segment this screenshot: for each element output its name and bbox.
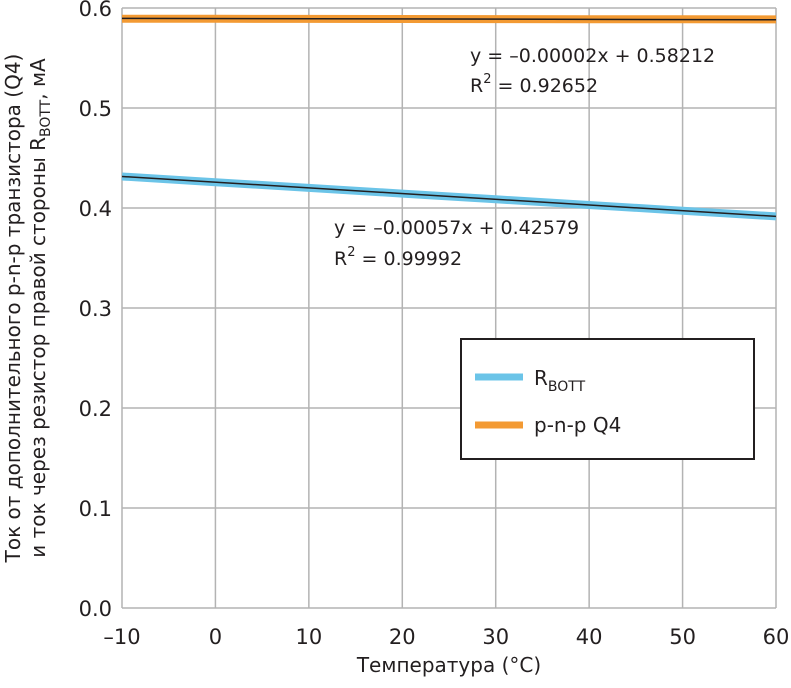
x-tick-label: 40 [576,625,603,649]
rbott-trend-r2-prefix: R [334,248,347,270]
q4-trend-r2: R2 = 0.92652 [470,72,598,97]
legend-box [460,338,755,460]
tick-labels: 0.0 0.1 0.2 0.3 0.4 0.5 0.6 –10 0 10 20 30 40 50 60 [79,0,790,649]
x-tick-label: 60 [763,625,790,649]
y-axis-title: Ток от дополнительного p-n-p транзистора… [1,54,54,564]
q4-trend-r2-sup: 2 [483,72,491,87]
y-tick-label: 0.2 [79,397,112,421]
rbott-trend-r2-sup: 2 [347,245,355,260]
x-axis-title: Температура (°C) [356,653,541,677]
legend-label-rbott: RBOTT [534,366,586,395]
y-tick-label: 0.3 [79,297,112,321]
q4-trend-equation: y = –0.00002x + 0.58212 [470,45,715,67]
q4-trend-r2-value: = 0.92652 [491,75,598,97]
legend-label-q4: p-n-p Q4 [534,413,621,437]
grid [121,7,777,609]
x-tick-label: 50 [669,625,696,649]
y-tick-label: 0.0 [79,597,112,621]
y-axis-title-line1: Ток от дополнительного p-n-p транзистора… [1,54,25,564]
rbott-trend-r2: R2 = 0.99992 [334,245,462,270]
trendline-rbott [121,175,777,218]
rbott-trend-equation: y = –0.00057x + 0.42579 [334,217,579,239]
y-tick-label: 0.4 [79,197,112,221]
x-tick-label: –10 [103,625,140,649]
x-tick-label: 20 [389,625,416,649]
rbott-trend-r2-value: = 0.99992 [355,248,462,270]
y-axis-title-line2: и ток через резистор правой стороны RBOT… [26,58,54,558]
y-tick-label: 0.1 [79,497,112,521]
x-tick-label: 30 [482,625,509,649]
legend-label-rbott-main: R [534,366,548,390]
q4-trend-r2-prefix: R [470,75,483,97]
x-tick-label: 0 [209,625,222,649]
x-tick-label: 10 [295,625,322,649]
y-axis-title-line2-suffix: , мА [26,58,50,100]
legend-label-rbott-sub: BOTT [548,379,586,395]
y-axis-title-line2-sub: BOTT [38,99,54,137]
y-tick-label: 0.6 [79,0,112,21]
trendlines [121,17,777,218]
y-axis-title-line2-prefix: и ток через резистор правой стороны R [26,137,50,558]
trendline-q4 [121,17,777,21]
y-tick-label: 0.5 [79,97,112,121]
legend: RBOTT p-n-p Q4 [460,338,755,460]
